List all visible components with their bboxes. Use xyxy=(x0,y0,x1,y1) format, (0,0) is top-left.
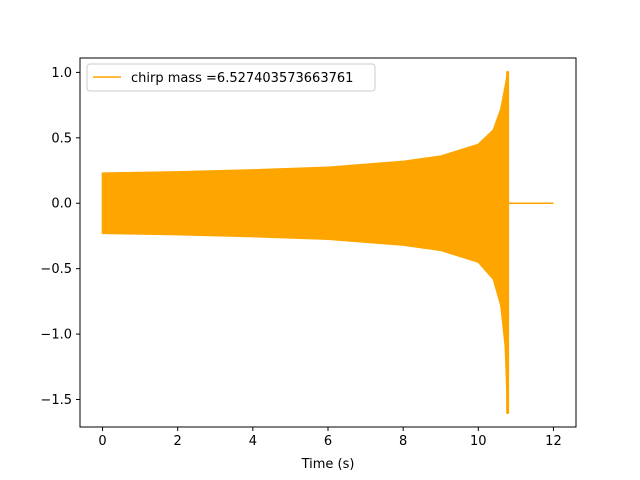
x-tick-label: 0 xyxy=(98,434,106,449)
y-tick-label: −1.5 xyxy=(40,393,72,408)
y-tick-label: 0.0 xyxy=(51,197,72,212)
legend-label: chirp mass =6.527403573663761 xyxy=(131,71,353,86)
x-tick-label: 6 xyxy=(324,434,332,449)
y-tick-label: −1.0 xyxy=(40,328,72,343)
x-tick-label: 10 xyxy=(470,434,487,449)
y-tick-label: 0.5 xyxy=(51,131,72,146)
y-tick-label: 1.0 xyxy=(51,66,72,81)
legend-box xyxy=(86,63,376,92)
y-tick-label: −0.5 xyxy=(40,262,72,277)
x-axis-label: Time (s) xyxy=(301,457,355,472)
x-tick-label: 4 xyxy=(249,434,257,449)
x-axis: 0 2 4 6 8 10 12 xyxy=(98,427,562,449)
x-tick-label: 2 xyxy=(174,434,182,449)
legend: chirp mass =6.527403573663761 xyxy=(86,63,376,92)
x-tick-label: 12 xyxy=(545,434,562,449)
plot-area xyxy=(101,70,554,415)
y-axis: −1.5 −1.0 −0.5 0.0 0.5 1.0 xyxy=(40,66,80,408)
x-tick-label: 8 xyxy=(399,434,407,449)
